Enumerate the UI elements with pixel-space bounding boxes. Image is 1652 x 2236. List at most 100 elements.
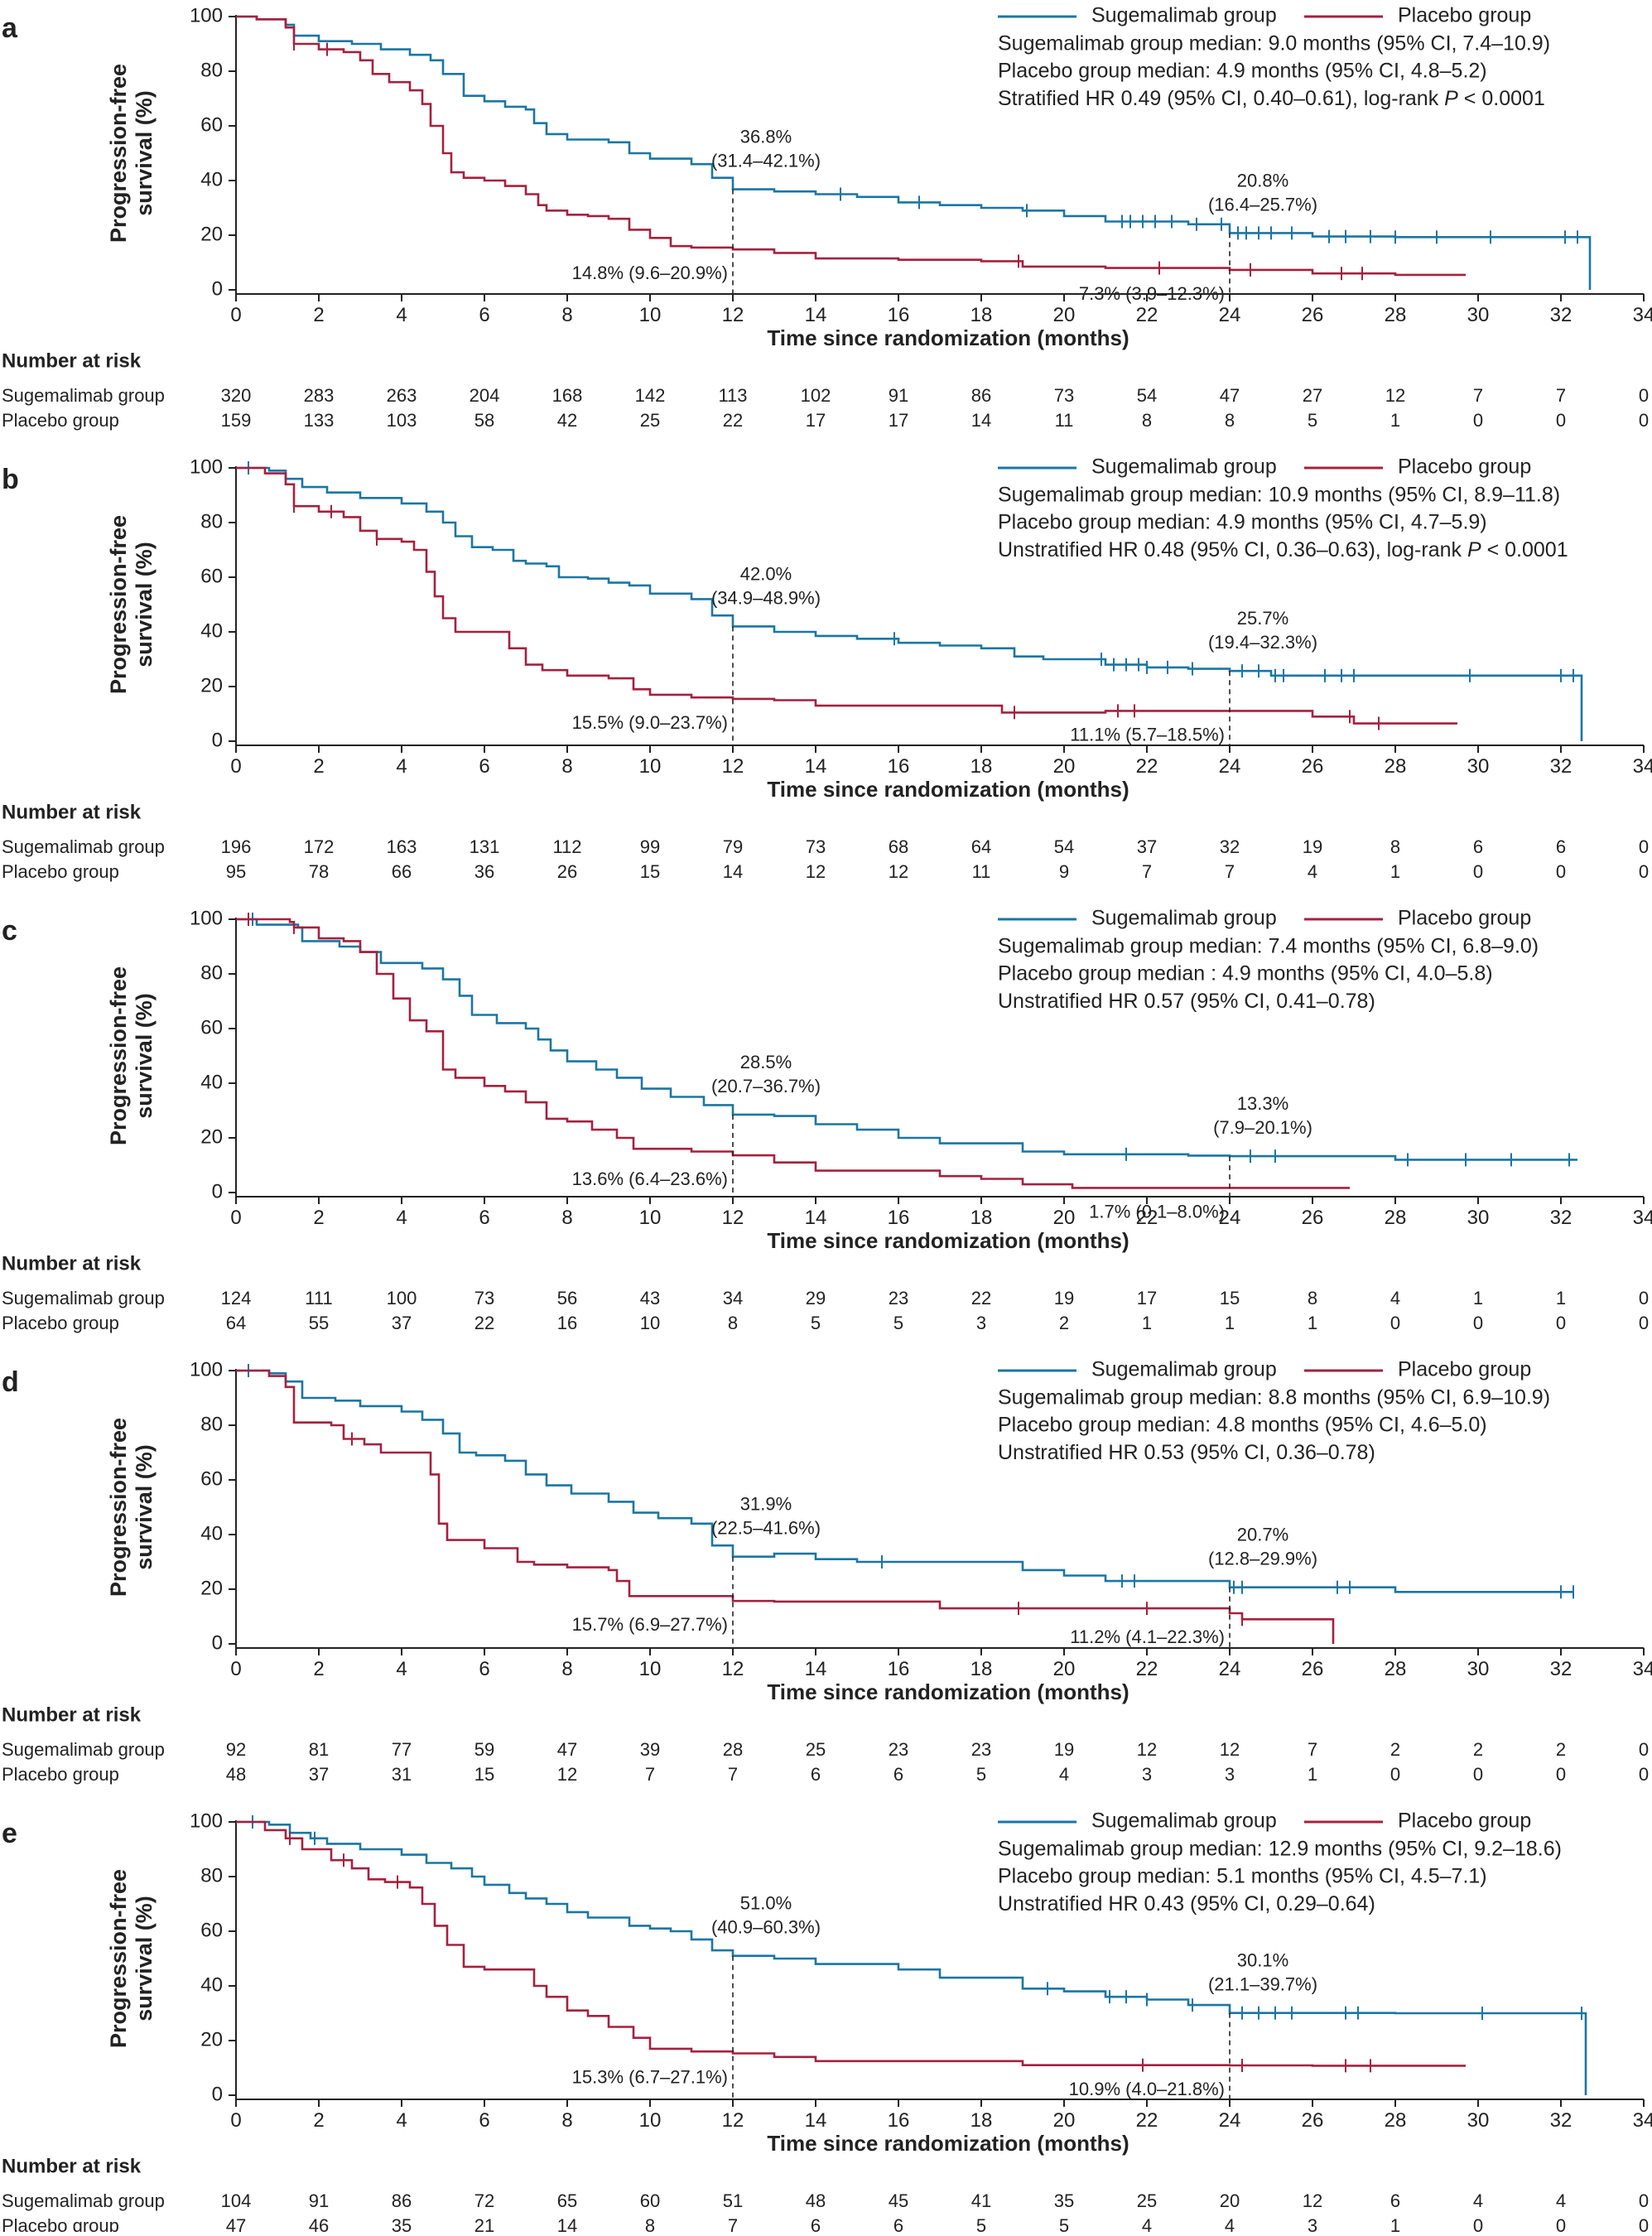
x-tick-label: 22	[1136, 1207, 1158, 1229]
risk-cell: 0	[1639, 1288, 1649, 1308]
y-tick-label: 20	[200, 674, 223, 696]
risk-cell: 103	[387, 410, 417, 431]
x-tick-label: 16	[888, 304, 910, 326]
y-axis-label-line2: survival (%)	[132, 542, 157, 667]
risk-cell: 22	[971, 1288, 991, 1308]
legend-label-placebo: Placebo group	[1398, 1810, 1531, 1833]
risk-cell: 3	[976, 1313, 986, 1333]
x-tick-label: 18	[970, 755, 993, 778]
legend-label-sugemalimab: Sugemalimab group	[1091, 907, 1277, 930]
y-tick-label: 0	[212, 2083, 223, 2105]
risk-cell: 2	[1556, 1739, 1566, 1760]
y-tick-label: 0	[212, 1180, 223, 1202]
risk-cell: 68	[889, 836, 908, 857]
risk-cell: 3	[1225, 1764, 1235, 1785]
x-tick-label: 8	[561, 304, 572, 326]
risk-cell: 7	[728, 1764, 738, 1785]
y-axis-label-line2: survival (%)	[132, 993, 157, 1119]
x-tick-label: 12	[722, 304, 744, 326]
risk-cell: 5	[976, 2215, 986, 2232]
x-tick-label: 8	[561, 1207, 572, 1229]
risk-cell: 47	[1220, 385, 1240, 406]
annotation-placebo-12: 13.6% (6.4–23.6%)	[572, 1169, 728, 1189]
risk-cell: 7	[1473, 385, 1483, 406]
risk-cell: 35	[392, 2215, 412, 2232]
risk-cell: 8	[645, 2215, 655, 2232]
x-tick-label: 24	[1219, 304, 1241, 326]
risk-cell: 54	[1137, 385, 1157, 406]
risk-cell: 8	[1142, 410, 1152, 431]
x-tick-label: 16	[888, 2109, 910, 2132]
risk-cell: 113	[718, 385, 747, 406]
y-tick-label: 0	[212, 1631, 223, 1654]
risk-cell: 6	[811, 1764, 821, 1785]
risk-cell: 159	[221, 410, 252, 431]
x-tick-label: 0	[230, 1207, 241, 1229]
risk-cell: 4	[1473, 2190, 1483, 2211]
x-tick-label: 6	[479, 1658, 489, 1680]
x-tick-label: 24	[1219, 755, 1241, 778]
risk-cell: 78	[309, 861, 329, 882]
x-tick-label: 16	[888, 1207, 910, 1229]
risk-cell: 0	[1639, 1739, 1649, 1760]
risk-cell: 21	[474, 2215, 494, 2232]
risk-cell: 5	[893, 1313, 903, 1333]
y-tick-label: 100	[190, 455, 223, 478]
x-tick-label: 6	[479, 755, 489, 778]
hazard-ratio-text: Unstratified HR 0.53 (95% CI, 0.36–0.78)	[998, 1441, 1375, 1464]
y-tick-label: 80	[200, 1864, 223, 1887]
x-tick-label: 32	[1550, 2109, 1573, 2132]
stat-line-2: Placebo group median: 4.9 months (95% CI…	[998, 511, 1487, 534]
y-axis-label-line2: survival (%)	[132, 1444, 157, 1570]
x-tick-label: 24	[1219, 2109, 1241, 2132]
risk-cell: 58	[474, 410, 494, 431]
placebo-curve	[236, 1820, 1466, 2067]
risk-cell: 48	[806, 2190, 826, 2211]
risk-cell: 5	[976, 1764, 986, 1785]
risk-cell: 4	[1556, 2190, 1566, 2211]
risk-cell: 4	[1059, 1764, 1069, 1785]
annotation-placebo-24: 1.7% (0.1–8.0%)	[1089, 1201, 1225, 1222]
x-axis-label: Time since randomization (months)	[767, 1228, 1129, 1253]
x-axis-label: Time since randomization (months)	[767, 325, 1129, 350]
risk-cell: 7	[1308, 1739, 1317, 1760]
risk-cell: 65	[557, 2190, 577, 2211]
legend-label-placebo: Placebo group	[1398, 907, 1531, 930]
risk-cell: 59	[474, 1739, 494, 1760]
annotation-sugemalimab-24: 20.7%	[1237, 1525, 1288, 1545]
risk-cell: 73	[474, 1288, 494, 1308]
x-tick-label: 32	[1550, 1207, 1573, 1229]
x-tick-label: 6	[479, 304, 489, 326]
annotation-placebo-24: 7.3% (3.9–12.3%)	[1079, 283, 1225, 304]
x-tick-label: 22	[1136, 755, 1158, 778]
x-tick-label: 4	[396, 304, 407, 326]
risk-cell: 46	[309, 2215, 329, 2232]
sugemalimab-curve	[236, 1369, 1573, 1593]
x-tick-label: 26	[1302, 1207, 1324, 1229]
annotation-placebo-12: 14.8% (9.6–20.9%)	[572, 263, 728, 283]
sugemalimab-curve	[236, 466, 1583, 741]
stat-line-1: Sugemalimab group median: 12.9 months (9…	[998, 1838, 1562, 1861]
x-tick-label: 2	[313, 304, 324, 326]
y-tick-label: 40	[200, 168, 223, 190]
panel-letter: a	[2, 12, 18, 44]
risk-cell: 19	[1303, 836, 1322, 857]
risk-cell: 86	[971, 385, 991, 406]
x-tick-label: 2	[313, 2109, 324, 2132]
risk-cell: 0	[1556, 2215, 1566, 2232]
x-tick-label: 2	[313, 755, 324, 778]
risk-cell: 168	[552, 385, 583, 406]
y-axis-label-line1: Progression-free	[106, 515, 131, 694]
risk-table-title: Number at risk	[2, 1704, 142, 1726]
panel-letter: c	[2, 915, 17, 947]
y-tick-label: 20	[200, 2028, 223, 2050]
risk-cell: 0	[1639, 861, 1649, 882]
annotation-sugemalimab-24: 20.8%	[1237, 170, 1288, 190]
risk-cell: 29	[806, 1288, 826, 1308]
x-tick-label: 10	[639, 755, 662, 778]
legend-label-placebo: Placebo group	[1398, 455, 1531, 479]
annotation-sugemalimab-ci-12: (22.5–41.6%)	[711, 1518, 821, 1539]
x-tick-label: 20	[1053, 755, 1076, 778]
risk-group-name: Placebo group	[2, 1764, 119, 1785]
